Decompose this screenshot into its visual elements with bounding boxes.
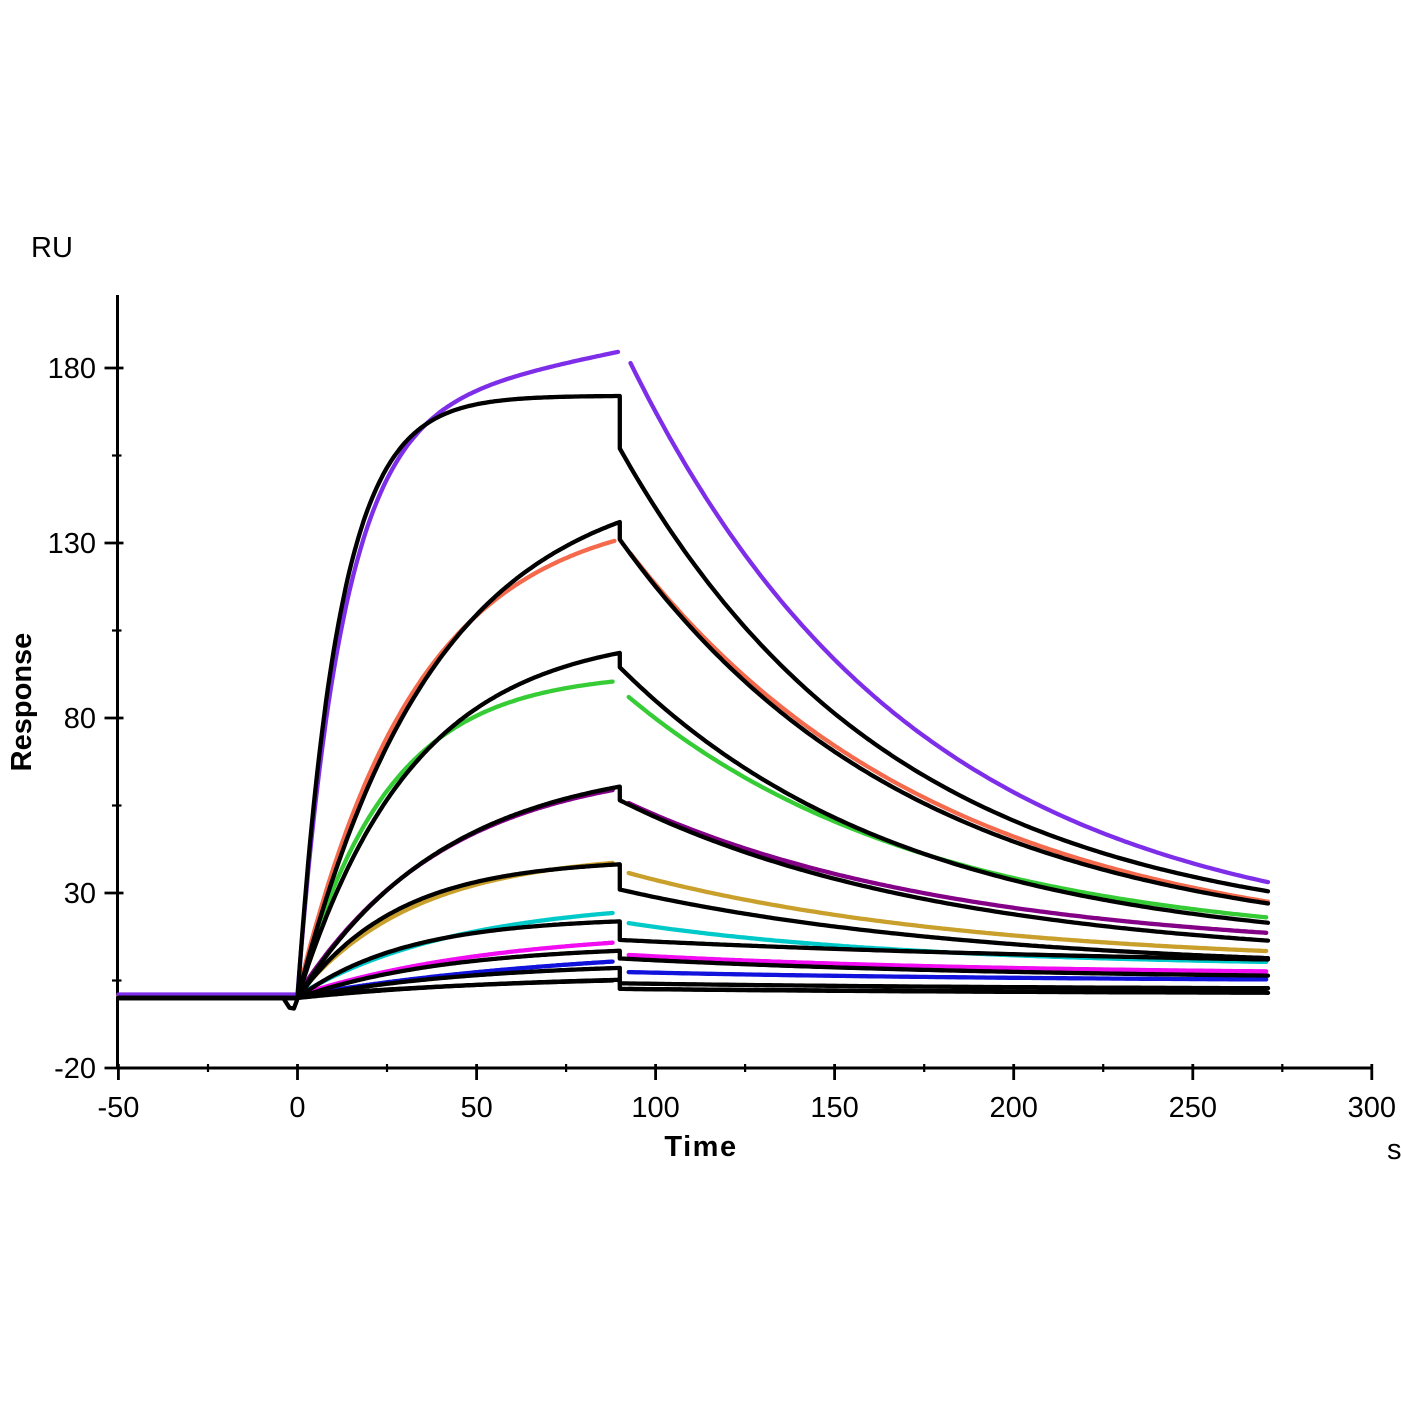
fit-curve-fit-7 xyxy=(116,948,1271,1001)
x-tick-label: 150 xyxy=(810,1092,858,1124)
fit-curve-fit-6 xyxy=(116,919,1271,1001)
x-tick-label: 250 xyxy=(1169,1092,1217,1124)
y-axis-unit-label: RU xyxy=(31,232,73,264)
y-tick-label: 130 xyxy=(48,528,96,560)
x-tick-label: 300 xyxy=(1348,1092,1396,1124)
x-tick-label: 0 xyxy=(289,1092,305,1124)
x-axis-unit-label: s xyxy=(1387,1134,1401,1166)
data-curve-violet xyxy=(116,349,1271,997)
fit-curve-fit-2 xyxy=(116,519,1271,1001)
x-tick-label: 200 xyxy=(990,1092,1038,1124)
fit-curve-fit-4 xyxy=(116,784,1271,1001)
x-tick-label: 50 xyxy=(460,1092,492,1124)
fit-curve-fit-3 xyxy=(116,650,1271,1001)
y-tick-label: 30 xyxy=(64,878,96,910)
x-axis-title: Time xyxy=(664,1131,738,1163)
x-tick-label: -50 xyxy=(97,1092,139,1124)
fit-curve-fit-8 xyxy=(116,965,1271,1001)
fit-curve-fit-1 xyxy=(116,393,1271,1011)
y-tick-label: 80 xyxy=(64,703,96,735)
x-tick-label: 100 xyxy=(631,1092,679,1124)
y-tick-label: -20 xyxy=(54,1053,96,1085)
fit-curve-fit-5 xyxy=(116,862,1271,1001)
y-tick-label: 180 xyxy=(48,353,96,385)
